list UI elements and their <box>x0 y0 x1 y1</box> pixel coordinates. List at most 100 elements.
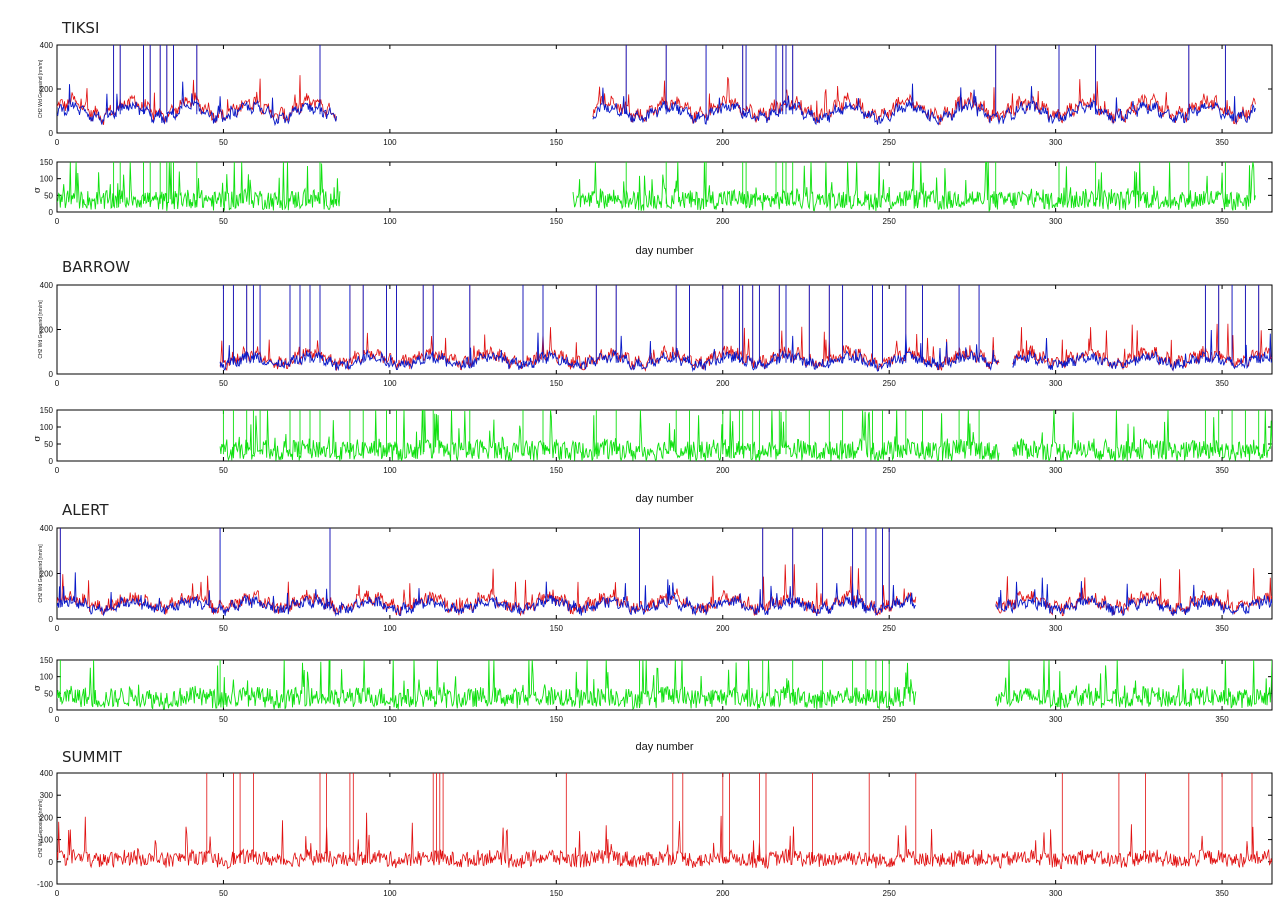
panel-barrow-series-red <box>219 285 1272 372</box>
panel-tiksi-main-ytick-label: 400 <box>40 41 54 50</box>
panel-alert-xlabel: day number <box>635 741 693 753</box>
panel-alert-sigma-xtick-label: 250 <box>883 715 897 724</box>
panel-barrow: BARROW 0 200 400 0 50 100 150 200 250 300 350 CH2 Wd… <box>33 258 1273 505</box>
panel-barrow-main-frame <box>56 284 1273 375</box>
panel-alert-sigma: 0 50 100 150 0 50 100 150 200 250 300 350 σ <box>33 656 1273 724</box>
panel-tiksi-sigma-frame <box>56 161 1273 213</box>
panel-tiksi-main-ytick-label: 200 <box>40 85 54 94</box>
panel-barrow-sigma-xtick-label: 100 <box>383 466 397 475</box>
panel-summit-main-ytick-label: -100 <box>37 880 54 889</box>
panel-barrow-main-ytick-label: 400 <box>40 281 54 290</box>
panel-alert-main-xtick-label: 50 <box>219 624 228 633</box>
panel-tiksi-main-xtick-label: 150 <box>550 138 564 147</box>
panel-barrow-data <box>219 285 1272 373</box>
panel-barrow-sigma: 0 50 100 150 0 50 100 150 200 250 300 350 σ <box>33 406 1273 475</box>
panel-alert-main-ytick-label: 0 <box>49 615 54 624</box>
panel-barrow-main-xtick-label: 150 <box>550 379 564 388</box>
panel-barrow-main-xtick-label: 100 <box>383 379 397 388</box>
panel-tiksi-sigma-ytick-label: 150 <box>40 158 54 167</box>
panel-barrow-sigma-frame <box>56 409 1273 462</box>
panel-tiksi-sigma-xtick-label: 350 <box>1215 217 1229 226</box>
panel-tiksi-sigma-xtick-label: 0 <box>55 217 60 226</box>
panel-alert-sigma-ytick-label: 150 <box>40 656 54 665</box>
panel-tiksi-main-ytick-label: 0 <box>49 129 54 138</box>
panel-tiksi-sigma-ytick-label: 50 <box>44 191 53 200</box>
panel-barrow-sigma-series-green <box>219 410 1272 461</box>
panel-summit-main-ytick-label: 0 <box>49 858 54 867</box>
panel-alert-sigma-xtick-label: 200 <box>716 715 730 724</box>
panel-barrow-sigma-ylabel: σ <box>33 435 43 441</box>
panel-summit-series-red <box>57 773 1272 870</box>
panel-alert-main-ytick-label: 400 <box>40 524 54 533</box>
panel-summit-main-xtick-label: 250 <box>883 889 897 898</box>
panel-tiksi-sigma-xtick-label: 250 <box>883 217 897 226</box>
panel-barrow-sigma-xtick-label: 0 <box>55 466 60 475</box>
panel-tiksi-xlabel: day number <box>635 245 693 257</box>
panel-alert-sigma-xtick-label: 0 <box>55 715 60 724</box>
panel-tiksi-main-xtick-label: 50 <box>219 138 228 147</box>
panel-tiksi-main-xtick-label: 300 <box>1049 138 1063 147</box>
panel-barrow-main-ytick-label: 0 <box>49 370 54 379</box>
panel-barrow-main-xtick-label: 50 <box>219 379 228 388</box>
panel-summit-main-xtick-label: 200 <box>716 889 730 898</box>
panel-alert-main-xtick-label: 150 <box>550 624 564 633</box>
panel-barrow-series-blue <box>219 285 1272 373</box>
panel-barrow-sigma-xtick-label: 350 <box>1215 466 1229 475</box>
panel-summit-data <box>57 773 1272 870</box>
panel-tiksi-sigma-xtick-label: 300 <box>1049 217 1063 226</box>
panel-tiksi-sigma-series-green <box>57 162 1256 212</box>
panel-alert-main-xtick-label: 200 <box>716 624 730 633</box>
panel-tiksi-sigma-xtick-label: 100 <box>383 217 397 226</box>
panel-alert-sigma-ytick-label: 0 <box>49 706 54 715</box>
panel-summit-main-ytick-label: 300 <box>40 791 54 800</box>
panel-tiksi-series-blue <box>57 45 1256 127</box>
panel-alert-series-blue <box>57 528 1272 617</box>
panel-tiksi-main-xtick-label: 250 <box>883 138 897 147</box>
panel-barrow-title: BARROW <box>62 258 130 276</box>
panel-barrow-sigma-xtick-label: 150 <box>550 466 564 475</box>
panel-barrow-sigma-ytick-label: 50 <box>44 440 53 449</box>
panel-tiksi-main-xtick-label: 100 <box>383 138 397 147</box>
panel-barrow-sigma-xtick-label: 200 <box>716 466 730 475</box>
panel-summit-main-xtick-label: 300 <box>1049 889 1063 898</box>
panel-alert-ylabel: CH2 Wd Geposind [nm/m] <box>38 544 44 603</box>
panel-tiksi-main-xtick-label: 350 <box>1215 138 1229 147</box>
panel-summit-main-ytick-label: 100 <box>40 836 54 845</box>
panel-alert-sigma-xtick-label: 50 <box>219 715 228 724</box>
panel-tiksi-sigma-ytick-label: 0 <box>49 208 54 217</box>
panel-summit-main-frame <box>56 772 1273 885</box>
panel-barrow-ylabel: CH2 Wd Geposind [nm/m] <box>38 300 44 359</box>
panel-alert-sigma-ytick-label: 50 <box>44 689 53 698</box>
panel-barrow-main-xtick-label: 350 <box>1215 379 1229 388</box>
panel-tiksi-sigma-xtick-label: 200 <box>716 217 730 226</box>
panel-alert-main-xtick-label: 100 <box>383 624 397 633</box>
panel-alert-sigma-data <box>57 660 1272 710</box>
panel-alert-sigma-series-green <box>57 660 1272 710</box>
panel-alert-main-xtick-label: 250 <box>883 624 897 633</box>
panel-barrow-sigma-ytick-label: 0 <box>49 457 54 466</box>
panel-summit-main-ytick-label: 400 <box>40 769 54 778</box>
panel-alert-sigma-xtick-label: 300 <box>1049 715 1063 724</box>
panel-summit-main-xtick-label: 350 <box>1215 889 1229 898</box>
panel-barrow-sigma-xtick-label: 300 <box>1049 466 1063 475</box>
panel-alert-data <box>57 528 1272 617</box>
panel-summit-main-xtick-label: 100 <box>383 889 397 898</box>
panel-summit-ylabel: CH2 Wd Geposind [nm/m] <box>38 799 44 858</box>
panel-alert-sigma-xtick-label: 350 <box>1215 715 1229 724</box>
panel-alert-main-xtick-label: 300 <box>1049 624 1063 633</box>
panel-barrow-main-xtick-label: 0 <box>55 379 60 388</box>
panel-barrow-sigma-xtick-label: 50 <box>219 466 228 475</box>
panel-alert-title: ALERT <box>62 501 109 519</box>
panel-alert-sigma-xtick-label: 150 <box>550 715 564 724</box>
panel-tiksi-title: TIKSI <box>61 19 99 37</box>
panel-summit-main-xtick-label: 50 <box>219 889 228 898</box>
panel-tiksi-sigma-xtick-label: 150 <box>550 217 564 226</box>
panel-tiksi-ylabel: CH2 Wd Geposind [nm/m] <box>38 59 44 118</box>
panel-barrow-main-xtick-label: 300 <box>1049 379 1063 388</box>
panel-tiksi-main-xtick-label: 200 <box>716 138 730 147</box>
panel-tiksi-sigma: 0 50 100 150 0 50 100 150 200 250 300 350 σ <box>33 158 1273 226</box>
panel-summit-main-ytick-label: 200 <box>40 813 54 822</box>
panel-alert-sigma-ylabel: σ <box>33 685 43 691</box>
